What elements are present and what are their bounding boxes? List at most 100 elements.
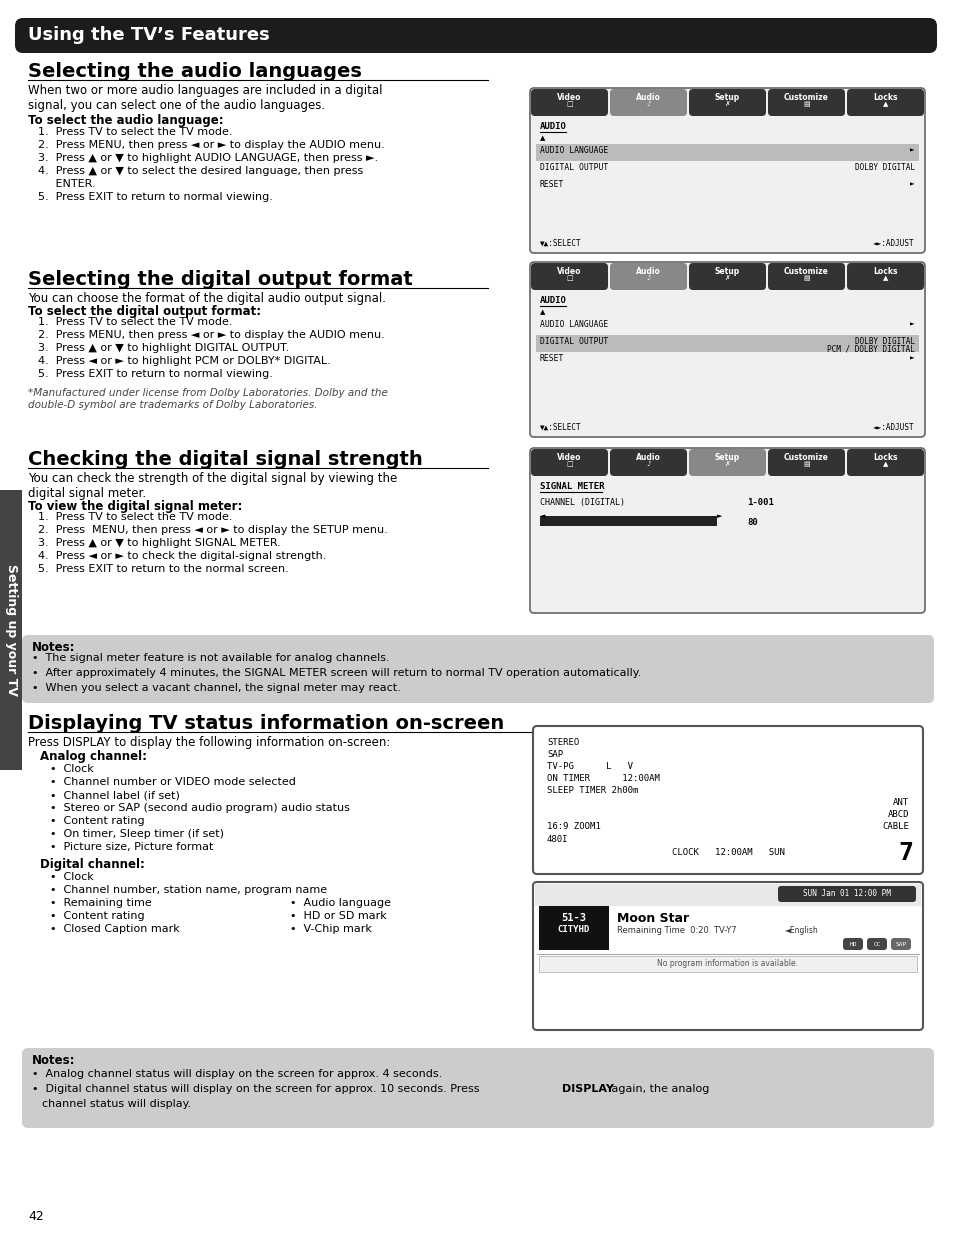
Text: Notes:: Notes: [32,641,75,655]
Text: AUDIO: AUDIO [539,296,566,305]
FancyBboxPatch shape [533,726,923,874]
Text: Setup: Setup [714,453,740,462]
Text: Locks: Locks [872,93,897,103]
Text: ENTER.: ENTER. [38,179,95,189]
FancyBboxPatch shape [530,448,924,613]
Text: ▤: ▤ [802,461,809,467]
Text: •  When you select a vacant channel, the signal meter may react.: • When you select a vacant channel, the … [32,683,400,693]
Text: 51-3: 51-3 [561,913,586,923]
FancyBboxPatch shape [767,263,844,290]
Text: AUDIO: AUDIO [539,122,566,131]
FancyBboxPatch shape [609,263,686,290]
Text: CC: CC [872,941,880,946]
FancyBboxPatch shape [767,89,844,116]
Bar [535,884,920,906]
Text: PCM / DOLBY DIGITAL: PCM / DOLBY DIGITAL [826,345,914,354]
FancyBboxPatch shape [846,450,923,475]
Text: To select the audio language:: To select the audio language: [28,114,223,127]
Text: 3.  Press ▲ or ▼ to highlight AUDIO LANGUAGE, then press ►.: 3. Press ▲ or ▼ to highlight AUDIO LANGU… [38,153,377,163]
Text: SIGNAL METER: SIGNAL METER [539,482,604,492]
Text: 4.  Press ◄ or ► to highlight PCM or DOLBY* DIGITAL.: 4. Press ◄ or ► to highlight PCM or DOLB… [38,356,331,366]
Text: You can check the strength of the digital signal by viewing the
digital signal m: You can check the strength of the digita… [28,472,396,500]
FancyBboxPatch shape [533,882,923,1030]
FancyBboxPatch shape [842,939,862,950]
FancyBboxPatch shape [22,1049,933,1128]
Text: ►: ► [909,146,914,156]
Text: STEREO: STEREO [546,739,578,747]
Bar [539,516,717,526]
Text: 2.  Press MENU, then press ◄ or ► to display the AUDIO menu.: 2. Press MENU, then press ◄ or ► to disp… [38,140,384,149]
Text: ►: ► [909,320,914,329]
Text: •  Content rating: • Content rating [50,911,145,921]
Text: CLOCK   12:00AM   SUN: CLOCK 12:00AM SUN [671,848,783,857]
Text: channel status will display.: channel status will display. [42,1099,191,1109]
Bar [536,144,918,161]
Text: To view the digital signal meter:: To view the digital signal meter: [28,500,242,513]
Text: ON TIMER      12:00AM: ON TIMER 12:00AM [546,774,659,783]
Text: 2.  Press  MENU, then press ◄ or ► to display the SETUP menu.: 2. Press MENU, then press ◄ or ► to disp… [38,525,387,535]
Text: •  Channel number or VIDEO mode selected: • Channel number or VIDEO mode selected [50,777,295,787]
Text: Moon Star: Moon Star [617,911,688,925]
Text: 5.  Press EXIT to return to normal viewing.: 5. Press EXIT to return to normal viewin… [38,369,273,379]
FancyBboxPatch shape [15,19,936,53]
Text: 4.  Press ▲ or ▼ to select the desired language, then press: 4. Press ▲ or ▼ to select the desired la… [38,165,363,177]
Text: ♪: ♪ [645,101,650,107]
Text: 80: 80 [746,517,757,527]
Text: ABCD: ABCD [886,810,908,819]
Text: ▼▲:SELECT: ▼▲:SELECT [539,238,581,247]
Text: ▼▲:SELECT: ▼▲:SELECT [539,422,581,431]
Text: Setup: Setup [714,93,740,103]
Text: •  Stereo or SAP (second audio program) audio status: • Stereo or SAP (second audio program) a… [50,803,350,813]
FancyBboxPatch shape [890,939,910,950]
Bar [536,335,918,352]
Text: 16:9 ZOOM1: 16:9 ZOOM1 [546,823,600,831]
Text: ✗: ✗ [723,461,730,467]
FancyBboxPatch shape [866,939,886,950]
Text: •  Analog channel status will display on the screen for approx. 4 seconds.: • Analog channel status will display on … [32,1070,442,1079]
Text: ◄English: ◄English [784,926,818,935]
Text: DISPLAY: DISPLAY [561,1084,613,1094]
Text: •  HD or SD mark: • HD or SD mark [290,911,386,921]
FancyBboxPatch shape [778,885,915,902]
Text: Displaying TV status information on-screen: Displaying TV status information on-scre… [28,714,504,734]
Text: Analog channel:: Analog channel: [40,750,147,763]
Text: 42: 42 [28,1210,44,1223]
Text: ◄►:ADJUST: ◄►:ADJUST [872,238,914,247]
FancyBboxPatch shape [531,263,607,290]
FancyBboxPatch shape [531,89,607,116]
Text: Setup: Setup [714,267,740,275]
Text: Locks: Locks [872,267,897,275]
FancyBboxPatch shape [609,89,686,116]
Text: •  Digital channel status will display on the screen for approx. 10 seconds. Pre: • Digital channel status will display on… [32,1084,482,1094]
Text: 1.  Press TV to select the TV mode.: 1. Press TV to select the TV mode. [38,317,233,327]
Text: CABLE: CABLE [882,823,908,831]
Text: *Manufactured under license from Dolby Laboratories. Dolby and the
double-D symb: *Manufactured under license from Dolby L… [28,388,388,410]
Text: ◄: ◄ [539,513,545,519]
Text: 1.  Press TV to select the TV mode.: 1. Press TV to select the TV mode. [38,513,233,522]
Text: •  Clock: • Clock [50,872,93,882]
Text: Video: Video [557,267,581,275]
Text: DOLBY DIGITAL: DOLBY DIGITAL [854,163,914,172]
Text: ▲: ▲ [882,275,887,282]
Text: •  On timer, Sleep timer (if set): • On timer, Sleep timer (if set) [50,829,224,839]
Bar [538,906,608,950]
FancyBboxPatch shape [767,450,844,475]
Text: ✗: ✗ [723,101,730,107]
Text: □: □ [565,275,572,282]
Text: Audio: Audio [636,93,660,103]
FancyBboxPatch shape [846,263,923,290]
Text: AUDIO LANGUAGE: AUDIO LANGUAGE [539,320,608,329]
Text: SLEEP TIMER 2h00m: SLEEP TIMER 2h00m [546,785,638,795]
Text: ◄►:ADJUST: ◄►:ADJUST [872,422,914,431]
Text: Video: Video [557,93,581,103]
Text: 3.  Press ▲ or ▼ to highlight SIGNAL METER.: 3. Press ▲ or ▼ to highlight SIGNAL METE… [38,538,280,548]
Text: TV-PG      L   V: TV-PG L V [546,762,633,771]
Text: Customize: Customize [783,453,828,462]
Text: ►: ► [909,180,914,189]
Text: Using the TV’s Features: Using the TV’s Features [28,26,270,44]
Text: 7: 7 [897,841,912,864]
FancyBboxPatch shape [846,89,923,116]
Text: Setting up your TV: Setting up your TV [5,564,17,697]
Text: •  The signal meter feature is not available for analog channels.: • The signal meter feature is not availa… [32,653,389,663]
Text: ▲: ▲ [882,461,887,467]
